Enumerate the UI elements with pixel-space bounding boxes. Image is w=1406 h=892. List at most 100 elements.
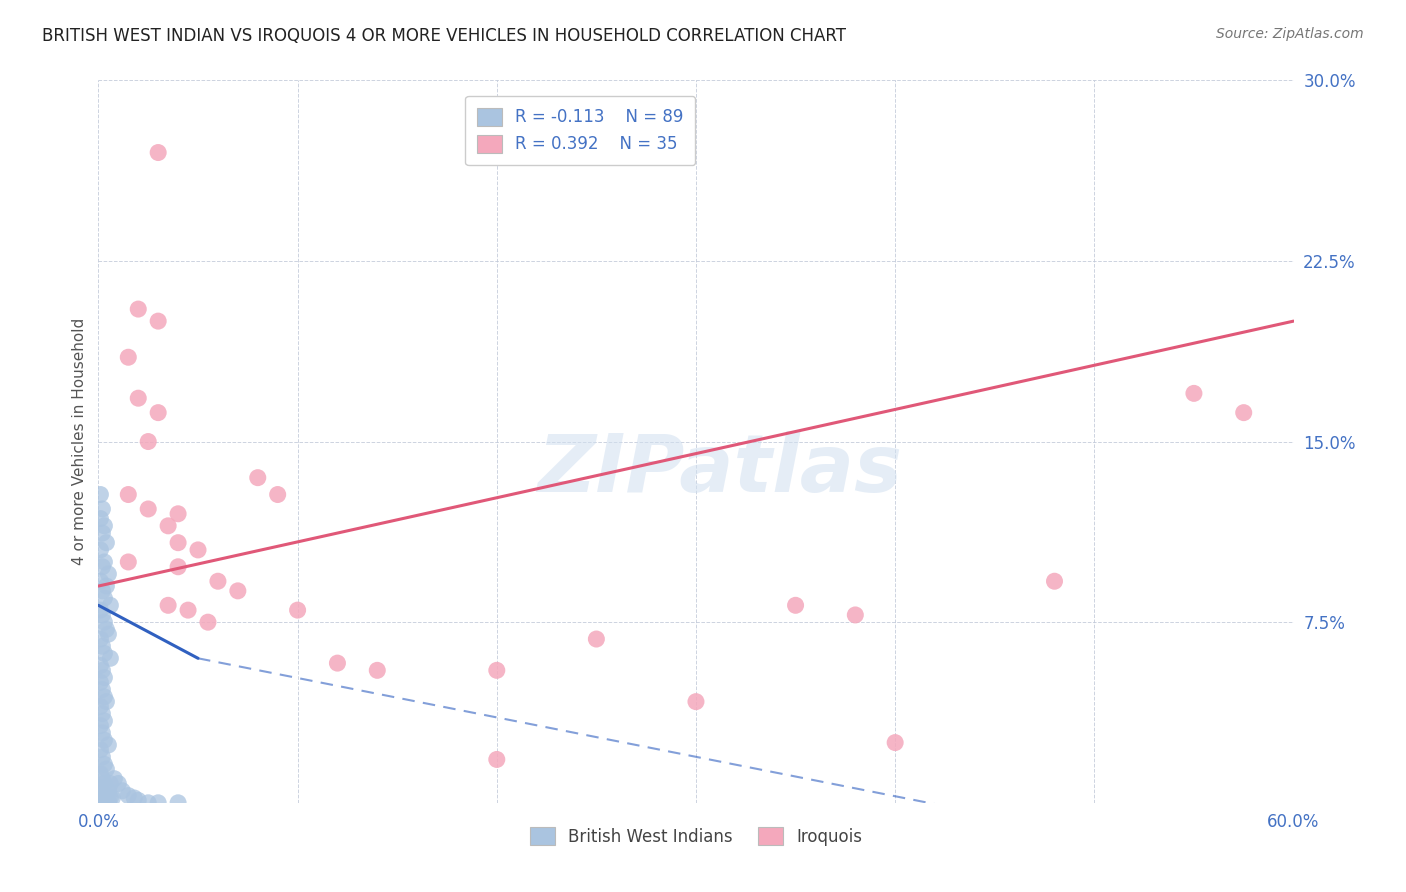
Point — [197, 615, 219, 630]
Point — [89, 796, 111, 810]
Point — [267, 487, 290, 501]
Text: Source: ZipAtlas.com: Source: ZipAtlas.com — [1216, 27, 1364, 41]
Point — [91, 786, 114, 800]
Point — [93, 796, 115, 810]
Point — [97, 738, 120, 752]
Point — [89, 796, 111, 810]
Point — [89, 699, 111, 714]
Point — [89, 603, 111, 617]
Point — [98, 791, 122, 805]
Point — [91, 526, 114, 541]
Point — [96, 789, 118, 803]
Point — [101, 791, 124, 805]
Point — [91, 796, 114, 810]
Point — [117, 789, 139, 803]
Point — [93, 776, 115, 790]
Point — [148, 145, 170, 160]
Point — [1182, 386, 1205, 401]
Point — [91, 664, 114, 678]
Point — [97, 627, 120, 641]
Point — [884, 735, 907, 749]
Point — [685, 695, 707, 709]
Point — [93, 796, 115, 810]
Point — [97, 784, 120, 798]
Point — [89, 796, 111, 810]
Text: ZIPatlas: ZIPatlas — [537, 432, 903, 509]
Point — [127, 793, 149, 807]
Point — [93, 591, 115, 605]
Point — [91, 793, 114, 807]
Point — [93, 690, 115, 704]
Point — [89, 796, 111, 810]
Point — [844, 607, 866, 622]
Y-axis label: 4 or more Vehicles in Household: 4 or more Vehicles in Household — [72, 318, 87, 566]
Point — [111, 784, 134, 798]
Legend: British West Indians, Iroquois: British West Indians, Iroquois — [523, 821, 869, 852]
Point — [91, 726, 114, 740]
Point — [98, 651, 122, 665]
Point — [89, 675, 111, 690]
Point — [93, 796, 115, 810]
Point — [93, 518, 115, 533]
Point — [148, 406, 170, 420]
Point — [246, 470, 269, 484]
Point — [89, 796, 111, 810]
Point — [91, 559, 114, 574]
Point — [167, 559, 190, 574]
Point — [136, 434, 159, 449]
Point — [167, 535, 190, 549]
Point — [97, 567, 120, 582]
Point — [93, 733, 115, 747]
Point — [89, 767, 111, 781]
Point — [89, 719, 111, 733]
Point — [89, 632, 111, 646]
Point — [157, 518, 180, 533]
Point — [91, 793, 114, 807]
Point — [127, 301, 149, 317]
Point — [89, 574, 111, 589]
Point — [93, 791, 115, 805]
Point — [93, 671, 115, 685]
Point — [91, 791, 114, 805]
Point — [91, 772, 114, 786]
Point — [89, 658, 111, 673]
Point — [167, 796, 190, 810]
Point — [91, 796, 114, 810]
Point — [148, 796, 170, 810]
Point — [91, 796, 114, 810]
Point — [91, 502, 114, 516]
Point — [96, 793, 118, 807]
Point — [89, 511, 111, 525]
Point — [117, 350, 139, 364]
Point — [124, 791, 146, 805]
Point — [93, 647, 115, 661]
Point — [93, 714, 115, 728]
Point — [91, 796, 114, 810]
Point — [89, 796, 111, 810]
Point — [89, 542, 111, 557]
Point — [1043, 574, 1066, 589]
Point — [136, 502, 159, 516]
Point — [148, 314, 170, 328]
Point — [93, 615, 115, 630]
Point — [187, 542, 209, 557]
Point — [89, 793, 111, 807]
Point — [98, 599, 122, 613]
Point — [93, 793, 115, 807]
Point — [96, 623, 118, 637]
Text: BRITISH WEST INDIAN VS IROQUOIS 4 OR MORE VEHICLES IN HOUSEHOLD CORRELATION CHAR: BRITISH WEST INDIAN VS IROQUOIS 4 OR MOR… — [42, 27, 846, 45]
Point — [157, 599, 180, 613]
Point — [485, 752, 508, 766]
Point — [107, 776, 129, 790]
Point — [485, 664, 508, 678]
Point — [98, 776, 122, 790]
Point — [117, 487, 139, 501]
Point — [91, 682, 114, 697]
Point — [97, 796, 120, 810]
Point — [91, 706, 114, 721]
Point — [177, 603, 200, 617]
Point — [89, 743, 111, 757]
Point — [89, 487, 111, 501]
Point — [127, 391, 149, 405]
Point — [207, 574, 229, 589]
